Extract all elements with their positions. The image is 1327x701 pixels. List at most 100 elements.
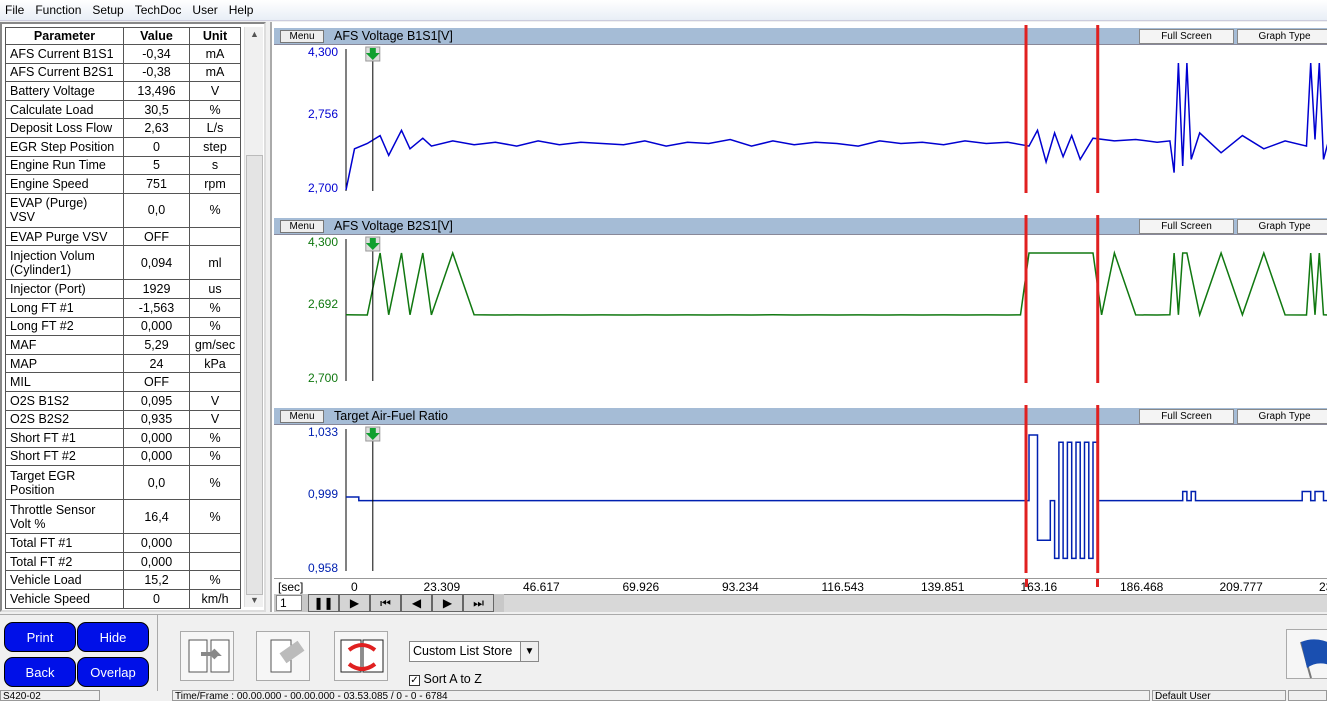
move-list-button[interactable] <box>180 631 234 681</box>
parameter-name: MAP <box>5 353 124 374</box>
table-row[interactable]: Total FT #2 0,000 <box>5 551 241 572</box>
table-row[interactable]: Target EGR Position 0,0% <box>5 465 241 501</box>
back-button[interactable]: Back <box>4 657 76 687</box>
column-parameter[interactable]: Parameter <box>5 27 124 45</box>
table-row[interactable]: Battery Voltage 13,496 V <box>5 81 241 101</box>
scroll-up-icon[interactable]: ▲ <box>250 29 259 39</box>
swap-list-button[interactable] <box>334 631 388 681</box>
table-row[interactable]: Short FT #2 0,000% <box>5 446 241 467</box>
status-user: Default User <box>1152 690 1286 701</box>
table-row[interactable]: Injector (Port) 1929 us <box>5 279 241 299</box>
last-frame-button[interactable]: ⏭ <box>463 594 494 612</box>
chart-menu-button[interactable]: Menu <box>280 30 324 43</box>
x-tick-label: 23 <box>1318 580 1327 594</box>
table-row[interactable]: Long FT #1 -1,563% <box>5 297 241 318</box>
full-screen-button[interactable]: Full Screen <box>1139 219 1234 234</box>
parameter-name: O2S B1S2 <box>5 390 124 411</box>
parameter-name: Throttle Sensor Volt % <box>5 499 124 535</box>
parameter-unit: km/h <box>189 589 241 609</box>
checkbox-checked-icon[interactable]: ✓ <box>409 675 420 686</box>
menu-setup[interactable]: Setup <box>92 3 124 17</box>
column-value[interactable]: Value <box>123 27 190 45</box>
chart-plot: 4,300 2,756 2,700 <box>274 25 1327 195</box>
parameter-name: Engine Speed <box>5 174 124 194</box>
parameter-value: 0,000 <box>123 533 190 553</box>
table-row[interactable]: Calculate Load 30,5% <box>5 99 241 120</box>
table-row[interactable]: Total FT #1 0,000 <box>5 533 241 553</box>
graph-type-button[interactable]: Graph Type <box>1237 409 1327 424</box>
chart-svg <box>345 215 1327 383</box>
x-tick-label: 23.309 <box>423 580 461 594</box>
full-screen-button[interactable]: Full Screen <box>1139 29 1234 44</box>
pause-button[interactable]: ❚❚ <box>308 594 339 612</box>
table-row[interactable]: O2S B2S2 0,935 V <box>5 409 241 430</box>
y-tick-label: 4,300 <box>307 235 338 249</box>
table-row[interactable]: Vehicle Speed 0 km/h <box>5 589 241 609</box>
table-row[interactable]: AFS Current B1S1 -0,34 mA <box>5 44 241 64</box>
table-row[interactable]: MAF 5,29 gm/sec <box>5 335 241 355</box>
table-row[interactable]: Deposit Loss Flow 2,63 L/s <box>5 118 241 138</box>
parameter-value: 0,0 <box>123 465 190 501</box>
scroll-thumb[interactable] <box>246 155 263 595</box>
chart-menu-button[interactable]: Menu <box>280 410 324 423</box>
parameter-value: 0,094 <box>123 245 190 281</box>
full-screen-button[interactable]: Full Screen <box>1139 409 1234 424</box>
y-tick-label: 2,700 <box>307 181 338 195</box>
column-unit[interactable]: Unit <box>189 27 241 45</box>
parameter-table: Parameter Value Unit AFS Current B1S1 -0,… <box>5 27 241 609</box>
eraser-list-button[interactable] <box>256 631 310 681</box>
next-frame-button[interactable]: ▶ <box>432 594 463 612</box>
marker-tick[interactable] <box>1024 579 1028 587</box>
table-row[interactable]: Short FT #1 0,000% <box>5 428 241 448</box>
menu-techdoc[interactable]: TechDoc <box>134 3 182 17</box>
hide-button[interactable]: Hide <box>77 622 149 652</box>
menu-help[interactable]: Help <box>228 3 254 17</box>
table-row[interactable]: Engine Run Time 5 s <box>5 155 241 176</box>
chart-panel: Menu AFS Voltage B1S1[V] Full Screen Gra… <box>274 25 1327 196</box>
table-row[interactable]: Long FT #2 0,000% <box>5 316 241 337</box>
parameter-unit: % <box>189 499 241 535</box>
chart-header: Menu AFS Voltage B1S1[V] Full Screen Gra… <box>274 28 1327 45</box>
menu-function[interactable]: Function <box>35 3 82 17</box>
prev-frame-button[interactable]: ◀ <box>401 594 432 612</box>
print-button[interactable]: Print <box>4 622 76 652</box>
parameter-value: -0,38 <box>123 62 190 83</box>
parameter-name: AFS Current B2S1 <box>5 62 124 83</box>
custom-list-select[interactable]: Custom List Store ▼ <box>409 641 539 662</box>
parameter-name: Calculate Load <box>5 99 124 120</box>
table-scrollbar[interactable]: ▲ ▼ <box>244 27 263 607</box>
chart-plot: 1,033 0,999 0,958 <box>274 405 1327 575</box>
time-axis: [sec] 0 23.309 46.617 69.926 93.234 116.543 13… <box>274 578 1327 594</box>
y-tick-label: 2,692 <box>307 297 338 311</box>
table-row[interactable]: Engine Speed 751 rpm <box>5 174 241 194</box>
menu-user[interactable]: User <box>192 3 218 17</box>
chart-panel: Menu AFS Voltage B2S1[V] Full Screen Gra… <box>274 215 1327 386</box>
table-row[interactable]: MAP 24 kPa <box>5 353 241 374</box>
menu-file[interactable]: File <box>5 3 25 17</box>
marker-tick[interactable] <box>1096 579 1100 587</box>
speed-stepper[interactable]: 1 <box>276 595 302 611</box>
table-row[interactable]: O2S B1S2 0,095 V <box>5 390 241 411</box>
table-row[interactable]: EVAP Purge VSV OFF <box>5 226 241 247</box>
chart-plot: 4,300 2,692 2,700 <box>274 215 1327 385</box>
table-row[interactable]: EVAP (Purge) VSV 0,0% <box>5 192 241 228</box>
table-row[interactable]: Vehicle Load 15,2% <box>5 570 241 591</box>
bottom-panel: Print Hide Back Overlap Custom List Stor… <box>0 614 1327 691</box>
play-button[interactable]: ▶ <box>339 594 370 612</box>
overlap-button[interactable]: Overlap <box>77 657 149 687</box>
first-frame-button[interactable]: ⏮ <box>370 594 401 612</box>
table-row[interactable]: Throttle Sensor Volt % 16,4% <box>5 499 241 535</box>
chart-menu-button[interactable]: Menu <box>280 220 324 233</box>
parameter-name: Short FT #2 <box>5 446 124 467</box>
table-row[interactable]: EGR Step Position 0 step <box>5 136 241 157</box>
graph-type-button[interactable]: Graph Type <box>1237 219 1327 234</box>
sort-checkbox[interactable]: ✓ Sort A to Z <box>409 672 482 686</box>
timeline-scrollbar[interactable] <box>504 594 1327 612</box>
table-row[interactable]: Injection Volum (Cylinder1) 0,094 ml <box>5 245 241 281</box>
flag-button[interactable] <box>1286 629 1327 679</box>
scroll-down-icon[interactable]: ▼ <box>250 595 259 605</box>
table-row[interactable]: MIL OFF <box>5 372 241 392</box>
graph-type-button[interactable]: Graph Type <box>1237 29 1327 44</box>
table-row[interactable]: AFS Current B2S1 -0,38 mA <box>5 62 241 83</box>
chevron-down-icon[interactable]: ▼ <box>520 642 538 661</box>
